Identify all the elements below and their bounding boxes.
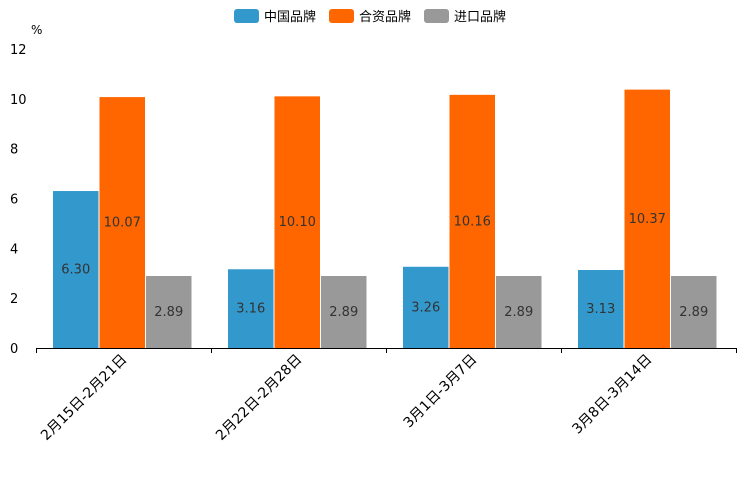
legend-swatch-2[interactable]: [329, 9, 354, 23]
data-label-4-1: 3.13: [586, 302, 615, 317]
bar-2-1[interactable]: [228, 269, 274, 348]
data-label-1-2: 10.07: [104, 216, 141, 231]
y-tick-label-2: 2: [10, 292, 18, 307]
bar-3-3[interactable]: [496, 275, 542, 348]
x-category-label-2: 2月22日-2月28日: [213, 352, 305, 444]
x-axis: 2月15日-2月21日 2月22日-2月28日 3月1日-3月7日 3月8日-3月14…: [36, 348, 737, 444]
x-category-label-4: 3月8日-3月14日: [569, 352, 655, 438]
y-tick-label-6: 6: [10, 193, 18, 208]
legend-label-1: 中国品牌: [264, 9, 316, 25]
bar-4-3[interactable]: [671, 275, 717, 348]
y-tick-label-0: 0: [10, 342, 18, 357]
bars: 6.30 10.07 2.89 3.16 10.10 2.89 3.26 10.16 2.89 3…: [53, 89, 717, 348]
legend: 中国品牌 合资品牌 进口品牌: [234, 9, 506, 25]
data-label-4-2: 10.37: [629, 212, 666, 227]
data-label-2-1: 3.16: [236, 302, 265, 317]
legend-swatch-3[interactable]: [424, 9, 449, 23]
y-tick-label-4: 4: [10, 242, 18, 257]
data-label-3-3: 2.89: [504, 305, 533, 320]
data-label-2-3: 2.89: [329, 305, 358, 320]
data-label-4-3: 2.89: [679, 305, 708, 320]
bar-3-1[interactable]: [403, 266, 449, 348]
data-label-2-2: 10.10: [279, 215, 316, 230]
data-label-1-1: 6.30: [61, 263, 90, 278]
y-tick-label-12: 12: [10, 43, 27, 58]
bar-2-3[interactable]: [321, 275, 367, 348]
bar-2-2[interactable]: [274, 96, 321, 348]
bar-4-1[interactable]: [578, 270, 624, 348]
bar-1-3[interactable]: [146, 275, 192, 348]
x-category-label-1: 2月15日-2月21日: [38, 352, 130, 444]
bar-3-2[interactable]: [449, 94, 496, 348]
y-axis: 0 2 4 6 8 10 12: [10, 43, 27, 357]
y-axis-unit-label: %: [31, 23, 42, 37]
y-tick-label-8: 8: [10, 143, 18, 158]
y-tick-label-10: 10: [10, 93, 27, 108]
bar-4-2[interactable]: [624, 89, 671, 348]
legend-label-2: 合资品牌: [359, 9, 411, 25]
data-label-3-2: 10.16: [454, 214, 491, 229]
data-label-1-3: 2.89: [154, 305, 183, 320]
legend-label-3: 进口品牌: [454, 9, 506, 25]
x-category-label-3: 3月1日-3月7日: [401, 352, 481, 432]
bar-1-1[interactable]: [53, 191, 99, 348]
legend-swatch-1[interactable]: [234, 9, 259, 23]
data-label-3-1: 3.26: [411, 300, 440, 315]
bar-1-2[interactable]: [99, 97, 146, 348]
